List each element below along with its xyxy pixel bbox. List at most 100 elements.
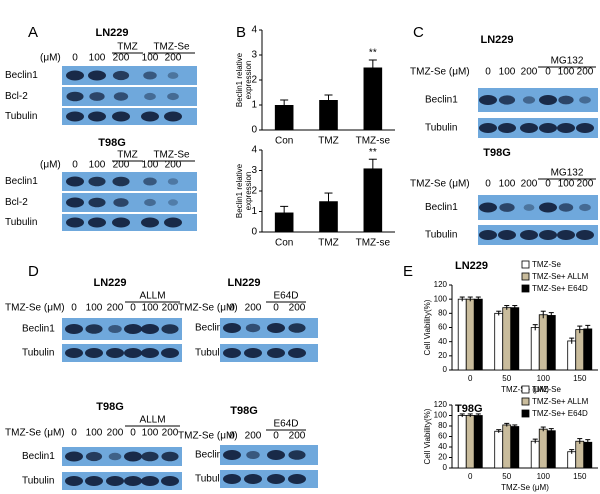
blot-band [141,324,159,334]
dose-unit: TMZ-Se (μM) [5,303,65,314]
blot-strip [62,447,182,466]
blot-band [479,95,497,105]
dose-label: 100 [89,160,106,171]
bar [274,212,294,232]
dose-label: 0 [71,303,77,314]
dose-label: 100 [499,67,516,78]
treatment-label: ALLM [139,291,165,302]
x-tick-label: 50 [502,374,511,383]
chart-title: T98G [455,403,483,415]
blot-band [108,325,122,333]
blot-band [167,178,179,185]
blot-band [579,96,591,104]
row-label: Tubulin [22,348,54,359]
dose-label: 200 [165,160,182,171]
x-tick-label: 150 [573,374,587,383]
bar [502,424,512,469]
blot-band [539,123,557,133]
dose-unit: TMZ-Se (μM) [178,303,238,314]
blot-band [85,324,103,334]
blot-band [66,217,84,228]
dose-label: 0 [72,160,78,171]
y-tick-label: 120 [434,400,448,409]
blot-band [479,202,497,213]
blot-band [223,348,241,358]
treatment-label: TMZ-Se [153,150,190,161]
row-label: Tubulin [5,217,37,228]
row-label: Tubulin [195,348,227,359]
blot-band [539,95,557,105]
blot-strip [478,195,598,220]
x-tick-label: 100 [537,374,551,383]
blot-band [66,70,84,81]
blot-band [89,92,105,101]
x-tick-label: 0 [468,374,473,383]
dose-label: 100 [89,53,106,64]
dose-label: 0 [485,67,491,78]
bar [575,329,585,371]
blot-band [141,348,159,358]
blot-band [267,474,285,484]
y-tick-label: 1 [251,100,257,111]
y-tick-label: 100 [434,294,448,303]
x-tick-label: Con [275,136,293,147]
legend-label: TMZ-Se+ ALLM [532,272,589,281]
blot-band [267,323,285,333]
blot-title: LN229 [95,27,128,39]
dose-label: 200 [289,431,306,442]
legend-swatch [521,409,530,418]
blot-band [124,324,142,334]
bar [363,168,383,232]
dose-label: 100 [558,179,575,190]
y-tick-label: 0 [251,125,257,136]
blot-band [288,323,306,333]
legend-swatch [521,397,530,406]
bar [583,328,593,371]
panel-label: C [413,24,424,41]
y-tick-label: 80 [438,308,447,317]
blot-title: T98G [98,137,126,149]
blot-band [267,450,285,460]
y-tick-label: 2 [251,75,257,86]
bar [567,340,577,371]
x-tick-label: TMZ-se [356,238,391,249]
dose-label: 200 [577,179,594,190]
significance-label: ** [369,147,377,158]
blot-band [161,451,179,462]
blot-band [557,123,575,133]
bar [538,428,548,469]
blot-band [85,451,103,462]
blot-title: LN229 [227,277,260,289]
bar [510,426,520,469]
blot-band [167,92,179,101]
blot-band [143,177,157,186]
blot-band [66,176,84,187]
blot-title: LN229 [480,34,513,46]
row-label: Beclin1 [5,70,38,81]
blot-band [66,111,84,122]
x-tick-label: TMZ [318,238,339,249]
dose-unit: (μM) [40,160,61,171]
y-tick-label: 3 [251,50,257,61]
dose-unit: TMZ-Se (μM) [410,67,470,78]
dose-label: 0 [273,303,279,314]
dose-label: 200 [162,428,179,439]
dose-label: 100 [142,303,159,314]
blot-band [246,451,260,459]
dose-label: 100 [142,160,159,171]
blot-band [88,70,106,81]
blot-band [65,476,83,486]
bar [546,315,556,371]
y-tick-label: 0 [443,365,448,374]
y-axis-label: expression [244,172,253,211]
blot-band [557,230,575,240]
blot-band [499,203,515,212]
y-tick-label: 20 [438,351,447,360]
dose-unit: (μM) [40,53,61,64]
blot-band [113,92,129,101]
bar [319,201,338,232]
blot-band [66,197,84,208]
y-tick-label: 2 [251,186,257,197]
blot-strip [62,318,182,340]
row-label: Tubulin [22,476,54,487]
